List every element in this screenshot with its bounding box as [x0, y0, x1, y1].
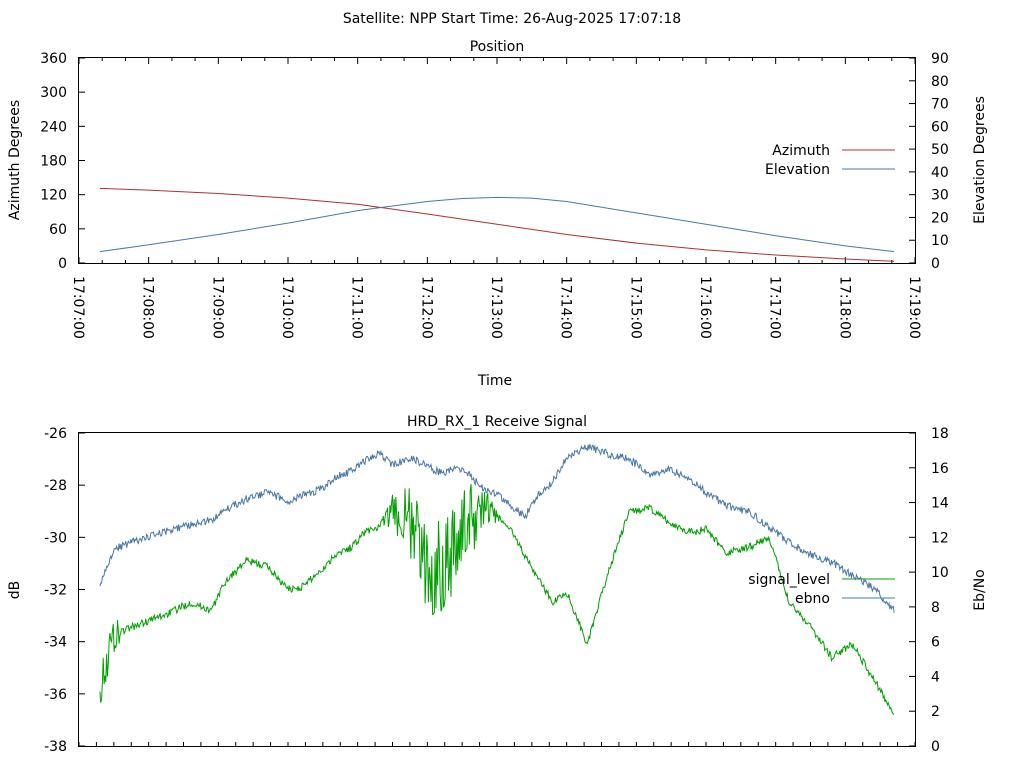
y2-tick-label: 6	[931, 635, 940, 651]
y-tick-label: -32	[44, 583, 67, 599]
y-tick-label: 360	[40, 51, 67, 67]
page-title: Satellite: NPP Start Time: 26-Aug-2025 1…	[343, 11, 681, 27]
y2-tick-label: 80	[931, 74, 949, 90]
position-x-axis-label: Time	[477, 373, 512, 389]
x-tick-label: 17:07:00	[70, 276, 86, 339]
signal-y-axis-label: dB	[7, 581, 23, 600]
y2-tick-label: 18	[931, 426, 949, 442]
y2-tick-label: 4	[931, 669, 940, 685]
y2-tick-label: 2	[931, 704, 940, 720]
y-tick-label: -36	[44, 687, 67, 703]
legend-ebno-label: ebno	[795, 591, 830, 607]
y2-tick-label: 60	[931, 119, 949, 135]
y2-tick-label: 40	[931, 165, 949, 181]
y-tick-label: -38	[44, 739, 67, 755]
x-tick-label: 17:18:00	[836, 276, 852, 339]
ebno-series-line	[99, 443, 895, 613]
y-tick-label: 180	[40, 154, 67, 170]
x-tick-label: 17:09:00	[209, 276, 225, 339]
position-chart-title: Position	[470, 39, 525, 55]
receive-signal-chart: HRD_RX_1 Receive Signal dB Eb/No -38 -36 -…	[7, 414, 988, 755]
y2-tick-label: 0	[931, 739, 940, 755]
y2-tick-label: 0	[931, 256, 940, 272]
y2-tick-label: 10	[931, 565, 949, 581]
y-tick-label: 240	[40, 119, 67, 135]
y2-tick-label: 90	[931, 51, 949, 67]
y2-tick-label: 70	[931, 97, 949, 113]
y-tick-label: 120	[40, 188, 67, 204]
signal-level-series-line	[99, 484, 895, 715]
legend-elevation-label: Elevation	[765, 162, 830, 178]
x-tick-label: 17:12:00	[418, 276, 434, 339]
y2-tick-label: 10	[931, 233, 949, 249]
receive-signal-chart-title: HRD_RX_1 Receive Signal	[407, 414, 587, 430]
x-tick-label: 17:16:00	[697, 276, 713, 339]
azimuth-series-line	[99, 187, 895, 262]
position-y-axis-label: Azimuth Degrees	[7, 100, 23, 220]
x-tick-label: 17:15:00	[627, 276, 643, 339]
position-chart: Position Time Azimuth Degrees Elevation …	[7, 39, 988, 389]
y-tick-label: 300	[40, 85, 67, 101]
x-tick-label: 17:14:00	[558, 276, 574, 339]
x-tick-label: 17:19:00	[906, 276, 922, 339]
y-tick-label: -30	[44, 530, 67, 546]
position-plot-frame	[78, 57, 916, 264]
legend-azimuth-label: Azimuth	[772, 143, 830, 159]
x-tick-label: 17:10:00	[279, 276, 295, 339]
y2-tick-label: 30	[931, 188, 949, 204]
y-tick-label: -28	[44, 478, 67, 494]
x-tick-label: 17:08:00	[140, 276, 156, 339]
y2-tick-label: 16	[931, 461, 949, 477]
y-tick-label: -26	[44, 426, 67, 442]
y2-tick-label: 12	[931, 530, 949, 546]
y2-tick-label: 14	[931, 496, 949, 512]
y-tick-label: 0	[58, 256, 67, 272]
position-y2-axis-label: Elevation Degrees	[972, 96, 988, 224]
y2-tick-label: 50	[931, 142, 949, 158]
y2-tick-label: 20	[931, 210, 949, 226]
elevation-series-line	[99, 196, 895, 253]
y-tick-label: 60	[49, 222, 67, 238]
signal-y2-axis-label: Eb/No	[972, 569, 988, 611]
y2-tick-label: 8	[931, 600, 940, 616]
y-tick-label: -34	[44, 635, 67, 651]
legend-signal-level-label: signal_level	[748, 572, 830, 588]
signal-plot-frame	[78, 432, 916, 747]
x-tick-label: 17:13:00	[488, 276, 504, 339]
x-tick-label: 17:17:00	[767, 276, 783, 339]
x-tick-label: 17:11:00	[349, 276, 365, 339]
